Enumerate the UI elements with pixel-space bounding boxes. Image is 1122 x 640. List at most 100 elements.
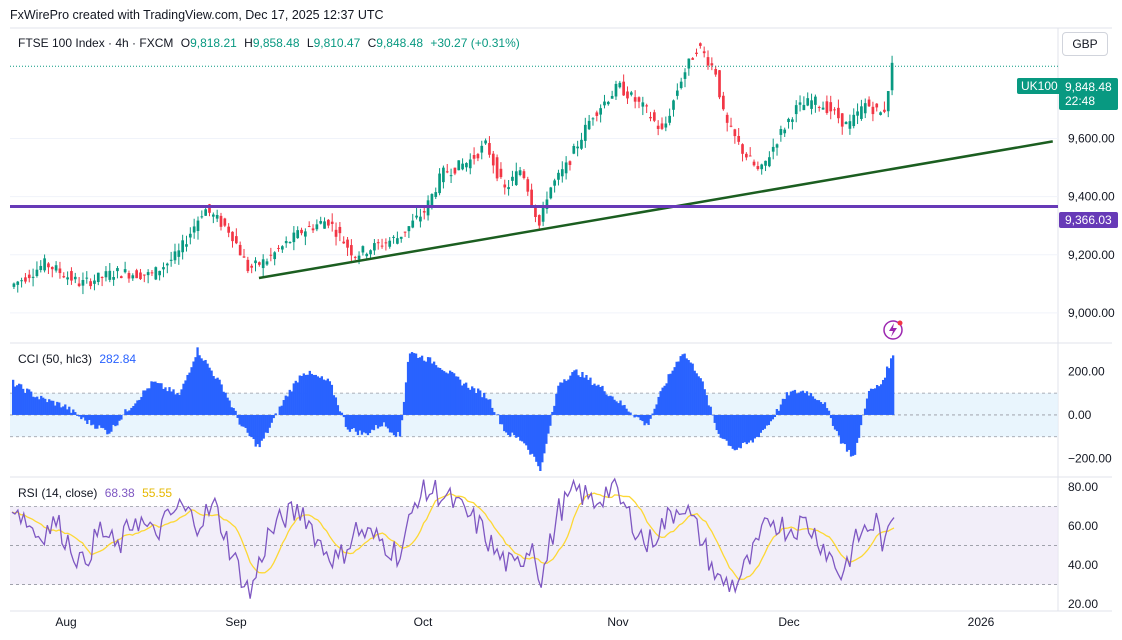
candle (534, 205, 537, 217)
cci-title[interactable]: CCI (50, hlc3) (18, 352, 93, 366)
cci-bar (398, 414, 402, 437)
cci-bar (721, 414, 724, 439)
cci-bar (256, 414, 259, 445)
cci-bar (90, 414, 93, 426)
cci-bar (541, 414, 544, 463)
cci-bar (324, 380, 328, 415)
cci-bar (430, 363, 434, 415)
cci-bar (789, 391, 793, 415)
candle (169, 259, 173, 261)
cci-bar (853, 414, 857, 455)
candle (376, 242, 380, 244)
candle (380, 245, 384, 247)
cci-bar (94, 414, 97, 429)
candle (407, 226, 411, 232)
cci-bar (581, 372, 584, 415)
cci-bar (266, 414, 269, 433)
cci-bar (134, 403, 137, 415)
candle (603, 101, 606, 106)
candle (135, 270, 138, 279)
candle (319, 221, 323, 224)
cci-bar (525, 414, 528, 446)
cci-bar (731, 414, 734, 449)
cci-bar (523, 414, 526, 444)
cci-bar (499, 414, 502, 425)
candle (384, 242, 388, 244)
cci-bar (481, 397, 484, 415)
cci-bar (344, 414, 348, 427)
cci-bar (112, 414, 115, 425)
cci-bar (707, 405, 710, 415)
candle (848, 121, 852, 129)
cci-bar (174, 394, 177, 415)
candle (699, 43, 702, 46)
currency-button[interactable]: GBP (1062, 32, 1108, 56)
cci-bar (258, 414, 261, 448)
candle (514, 171, 518, 186)
cci-bar (254, 414, 257, 447)
cci-bar (312, 374, 315, 415)
cci-bar (701, 381, 704, 415)
candle (234, 236, 238, 244)
cci-bar (362, 414, 366, 433)
cci-bar (34, 397, 37, 415)
cci-bar (354, 414, 358, 432)
cci-bar (465, 382, 468, 415)
symbol-title[interactable]: FTSE 100 Index · 4h · FXCM (18, 36, 174, 50)
cci-bar (438, 367, 442, 415)
candle (606, 101, 610, 105)
candle (73, 276, 77, 280)
cci-bar (873, 388, 877, 415)
cci-bar (663, 385, 666, 415)
cci-bar (64, 404, 67, 415)
cci-bar (641, 414, 644, 422)
candle (871, 106, 875, 115)
watermark-header: FxWirePro created with TradingView.com, … (10, 8, 384, 22)
cci-bar (16, 385, 19, 415)
cci-bar (184, 380, 187, 415)
cci-bar (412, 353, 416, 415)
cci-bar (76, 414, 79, 416)
cci-bar (22, 388, 25, 415)
cci-bar (587, 379, 590, 415)
cci-bar (529, 414, 532, 455)
cci-bar (160, 383, 163, 415)
candle (154, 267, 158, 280)
cci-bar (705, 395, 708, 415)
cci-bar (453, 373, 456, 415)
candle (511, 176, 514, 181)
cci-bar (653, 408, 656, 415)
cci-bar (607, 396, 610, 415)
candle (860, 106, 863, 119)
cci-bar (645, 414, 648, 424)
cci-bar (715, 414, 718, 431)
cci-bar (380, 414, 384, 427)
candle (863, 103, 867, 114)
candle (660, 123, 664, 129)
rsi-tick-label: 40.00 (1068, 558, 1098, 572)
cci-bar (661, 387, 664, 415)
cci-bar (168, 387, 171, 415)
cci-bar (489, 399, 492, 415)
cci-bar (881, 379, 885, 415)
cci-bar (801, 390, 805, 415)
candle (733, 129, 737, 137)
candle (246, 259, 250, 272)
candle (430, 194, 434, 206)
cci-bar (633, 414, 636, 418)
cci-bar (198, 355, 201, 415)
cci-bar (192, 361, 195, 415)
cci-bar (741, 414, 744, 443)
time-tick-label: Sep (225, 615, 247, 629)
candle (139, 272, 142, 280)
cci-bar (535, 414, 538, 462)
candle (783, 129, 787, 134)
candle (284, 241, 288, 244)
cci-bar (338, 411, 342, 415)
cci-bar (567, 379, 570, 415)
cci-bar (779, 404, 783, 415)
cci-bar (749, 414, 752, 441)
cci-bar (394, 414, 398, 437)
rsi-title[interactable]: RSI (14, close) (18, 486, 98, 500)
